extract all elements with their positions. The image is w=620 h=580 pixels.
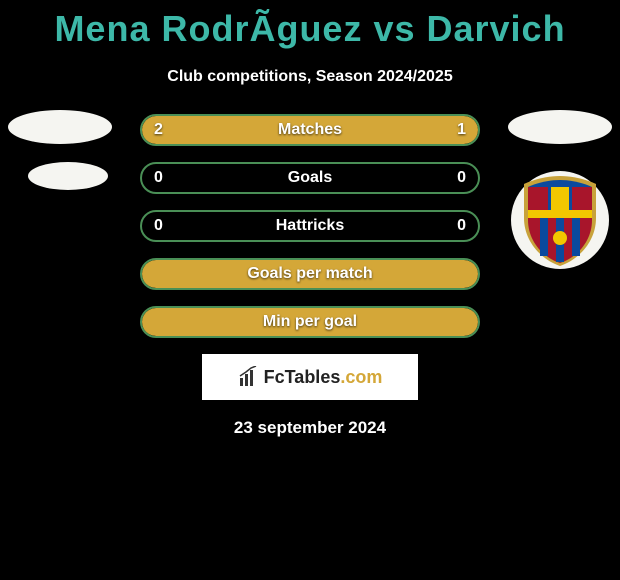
stat-row: Goals0 0 bbox=[140, 162, 480, 194]
logo-text: FcTables.com bbox=[264, 367, 383, 388]
stat-label: Min per goal bbox=[140, 306, 480, 338]
avatar-placeholder-icon bbox=[508, 110, 612, 144]
stat-label: Goals bbox=[140, 162, 480, 194]
stat-row: Matches2 1 bbox=[140, 114, 480, 146]
club-badge-icon bbox=[510, 170, 610, 270]
stat-label: Hattricks bbox=[140, 210, 480, 242]
date-text: 23 september 2024 bbox=[0, 418, 620, 438]
stat-value-right: 1 bbox=[457, 114, 466, 146]
chart-icon bbox=[238, 366, 260, 388]
fctables-logo: FcTables.com bbox=[202, 354, 418, 400]
page-title: Mena RodrÃ­guez vs Darvich bbox=[0, 0, 620, 50]
stat-row: Hattricks0 0 bbox=[140, 210, 480, 242]
player-left-avatar bbox=[8, 104, 112, 208]
avatar-placeholder-icon bbox=[28, 162, 108, 190]
avatar-placeholder-icon bbox=[8, 110, 112, 144]
stat-value-right: 0 bbox=[457, 210, 466, 242]
stat-label: Matches bbox=[140, 114, 480, 146]
logo-brand: FcTables bbox=[264, 367, 341, 387]
stat-value-left: 0 bbox=[154, 162, 163, 194]
stat-value-left: 0 bbox=[154, 210, 163, 242]
stat-row: Min per goal bbox=[140, 306, 480, 338]
stat-row: Goals per match bbox=[140, 258, 480, 290]
subtitle: Club competitions, Season 2024/2025 bbox=[0, 68, 620, 86]
stats-area: Matches21Goals00Hattricks00Goals per mat… bbox=[0, 114, 620, 338]
logo-suffix: .com bbox=[340, 367, 382, 387]
stat-value-right: 0 bbox=[457, 162, 466, 194]
stat-value-left: 2 bbox=[154, 114, 163, 146]
stat-label: Goals per match bbox=[140, 258, 480, 290]
